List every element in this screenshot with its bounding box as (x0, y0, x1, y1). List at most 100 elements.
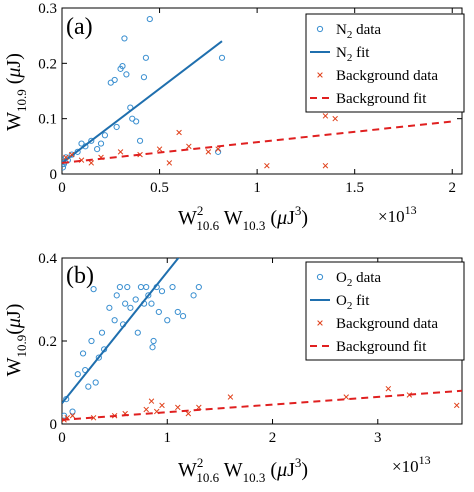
background-data-point (215, 146, 221, 152)
data-point (88, 337, 95, 345)
data-point (92, 379, 99, 386)
data-point (127, 304, 134, 311)
data-point (124, 283, 131, 291)
data-point (122, 300, 129, 307)
background-data-point (186, 143, 192, 150)
y-tick-label: 0.4 (38, 251, 57, 267)
background-data-point (332, 115, 338, 122)
data-point (145, 292, 152, 299)
data-point (121, 35, 128, 42)
legend-entry-label: N2 fit (336, 45, 370, 64)
legend-entry-label: Background fit (336, 339, 427, 355)
legend-x-marker (317, 72, 323, 78)
data-point (90, 286, 97, 293)
data-point (149, 344, 156, 351)
plot-area (62, 258, 462, 423)
data-point (133, 118, 140, 125)
legend-entry-label: Background data (336, 68, 438, 84)
data-point (123, 71, 130, 78)
background-data-point (264, 162, 270, 169)
x-tick-label: 1 (253, 180, 261, 196)
background-fit-line (62, 389, 462, 421)
x-tick-label: 2 (448, 180, 456, 196)
data-point (214, 148, 222, 155)
data-point (113, 123, 120, 131)
y-axis-label: W10.9 (μJ) (3, 53, 29, 131)
legend-circle-marker (316, 273, 324, 281)
background-data-point (453, 402, 460, 409)
data-point (158, 288, 166, 295)
data-point (169, 283, 176, 291)
data-point (164, 317, 171, 324)
data-point (113, 292, 120, 299)
fit-line (62, 258, 180, 404)
background-data-point (176, 129, 182, 136)
background-data-point (88, 160, 95, 166)
background-data-point (343, 394, 349, 400)
panel-label: (a) (66, 14, 93, 40)
data-point (190, 292, 197, 299)
data-point (62, 164, 67, 171)
data-point (195, 283, 202, 291)
data-point (132, 296, 139, 303)
data-point (111, 317, 118, 324)
legend: O2 data O2 fit Background data Background f… (305, 261, 465, 361)
data-point (98, 329, 106, 336)
data-point (146, 15, 153, 23)
x-tick-label: 1.5 (345, 180, 364, 196)
chart-panel-b: 0 1 2 3 0 0.2 0.4 (b) O2 data O2 fit Background da… (3, 251, 465, 485)
background-data-point (156, 146, 163, 152)
legend-entry-label: Background fit (336, 91, 427, 107)
legend-x-marker (317, 320, 323, 326)
y-axis-label: W10.9(μJ) (3, 304, 29, 377)
data-point (79, 350, 87, 357)
background-data-point (385, 385, 392, 392)
chart-panel-a: 0 0.5 1 1.5 2 0 0.1 0.2 0.3 (a) N2 data N2 fit Backg… (3, 1, 465, 233)
legend: N2 data N2 fit Background data Background f… (305, 13, 465, 113)
data-point (218, 54, 226, 61)
data-point (136, 137, 144, 144)
data-point (179, 313, 187, 320)
background-data-point (117, 149, 124, 155)
data-point (74, 371, 81, 378)
background-data-point (166, 160, 173, 166)
legend-box (305, 13, 465, 113)
x-tick-label: 1 (164, 430, 172, 446)
background-data-point (63, 154, 69, 161)
background-data-point (322, 113, 329, 119)
legend-entry-label: N2 data (336, 22, 381, 41)
background-data-point (185, 410, 192, 417)
data-point (137, 283, 145, 291)
background-data-point (143, 406, 149, 413)
data-point (174, 308, 181, 316)
data-point (69, 408, 76, 415)
x-axis-label: W2 10.6 W10.3 (μJ3) (178, 455, 308, 485)
data-point (94, 146, 101, 153)
data-point (119, 63, 126, 70)
data-point (142, 54, 150, 61)
data-point (134, 329, 141, 336)
x-tick-label: 0.5 (150, 180, 169, 196)
x-axis-multiplier: ×1013 (392, 453, 431, 476)
x-axis-multiplier: ×1013 (378, 203, 417, 226)
background-data-point (148, 398, 155, 404)
data-point (155, 308, 162, 316)
background-data-point (175, 404, 181, 411)
background-data-point (322, 162, 329, 169)
data-point (62, 412, 68, 419)
plot-area (62, 15, 453, 171)
legend-circle-marker (316, 25, 324, 33)
background-data-point (159, 402, 165, 409)
x-tick-label: 3 (374, 430, 382, 446)
x-axis-label: W2 10.6 W10.3 (μJ3) (178, 203, 308, 233)
background-fit-line (62, 120, 453, 164)
data-point (143, 283, 150, 291)
y-tick-label: 0.1 (38, 112, 57, 128)
data-point (95, 354, 102, 361)
panel-label: (b) (66, 263, 94, 289)
data-point (116, 283, 123, 291)
data-point (140, 74, 148, 81)
data-point (101, 132, 109, 139)
legend-entry-label: O2 data (336, 270, 381, 289)
